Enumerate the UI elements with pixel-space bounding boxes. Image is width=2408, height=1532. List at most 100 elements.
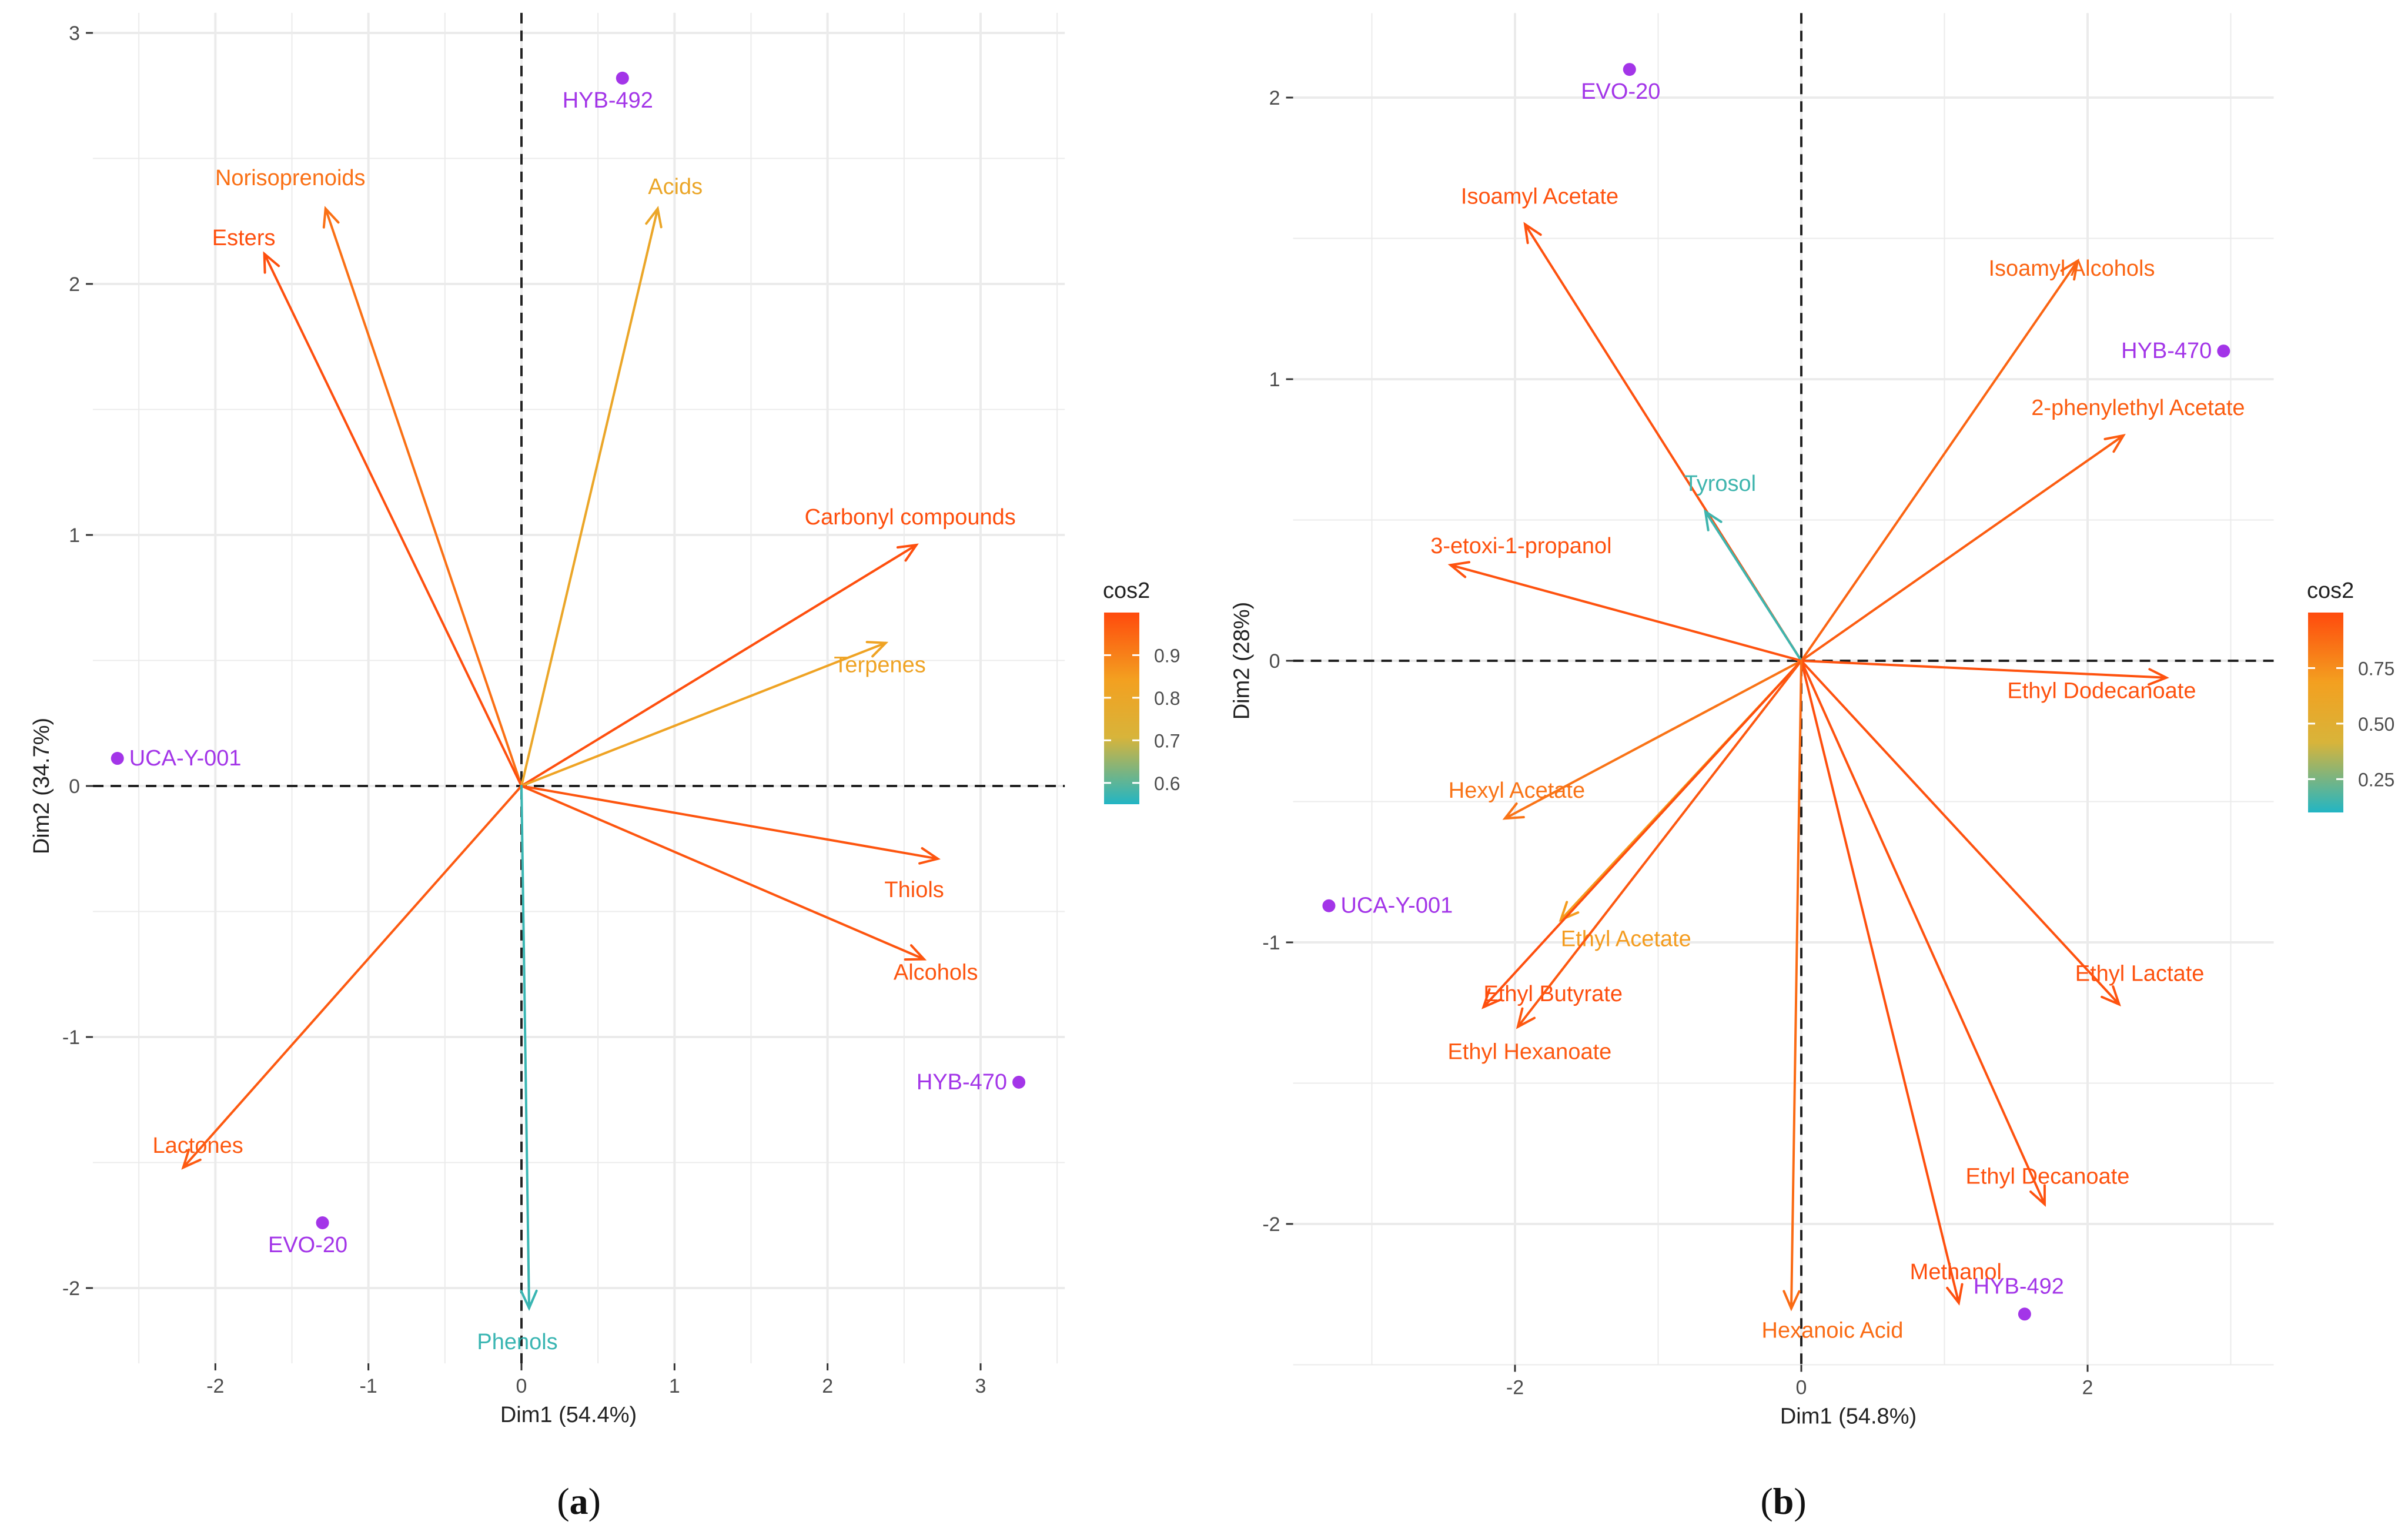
legend-tick-label: 0.9 <box>1154 645 1180 666</box>
variable-label-lactones: Lactones <box>153 1133 243 1158</box>
x-tick-label: 2 <box>822 1375 833 1397</box>
individual-point-hyb-492 <box>616 71 629 85</box>
y-tick-label: 2 <box>1269 87 1280 109</box>
x-axis-title: Dim1 (54.8%) <box>1780 1404 1917 1429</box>
x-tick-label: -1 <box>360 1375 377 1397</box>
variable-arrow-tyrosol <box>1704 509 1802 662</box>
y-tick-label: 1 <box>69 524 80 547</box>
individual-point-uca-y-001 <box>1322 899 1336 912</box>
individual-point-uca-y-001 <box>111 752 124 765</box>
variable-label-ethyl-lactate: Ethyl Lactate <box>2075 961 2205 986</box>
x-tick-label: 2 <box>2082 1377 2093 1399</box>
y-tick-label: -1 <box>1262 932 1280 954</box>
y-tick-label: 0 <box>1269 650 1280 673</box>
variable-label-phenols: Phenols <box>477 1330 557 1354</box>
panel-caption-letter: b <box>1773 1480 1794 1522</box>
variable-label-ethyl-decanoate: Ethyl Decanoate <box>1966 1164 2130 1189</box>
legend-title: cos2 <box>2307 578 2354 603</box>
variable-label-alcohols: Alcohols <box>894 961 978 985</box>
variable-arrow-lactones <box>181 785 523 1170</box>
individual-point-evo-20 <box>316 1216 329 1229</box>
individual-point-hyb-470 <box>2217 344 2230 358</box>
y-axis-title: Dim2 (28%) <box>1230 602 1255 720</box>
variable-label-ethyl-dodecanoate: Ethyl Dodecanoate <box>2007 679 2196 704</box>
individual-point-hyb-470 <box>1012 1075 1026 1089</box>
legend-tick-label: 0.50 <box>2358 714 2394 735</box>
biplot-panel-a: -2 -1 0 1 2 3 -2 -1 0 1 2 3 Norisoprenoids Esters Acid… <box>29 12 1180 1522</box>
legend-tick-label: 0.6 <box>1154 773 1180 794</box>
variable-label-thiols: Thiols <box>884 878 944 902</box>
y-tick-label: -2 <box>1262 1213 1280 1236</box>
variable-label-3-etoxi-1-propanol: 3-etoxi-1-propanol <box>1430 534 1611 558</box>
biplot-panel-b: -2 0 2 -2 -1 0 1 2 Isoamyl Acetate Isoamyl Alcoho… <box>1230 13 2394 1522</box>
legend-tick-label: 0.75 <box>2358 658 2394 679</box>
variable-arrow-ethyl-butyrate <box>1481 660 1802 1009</box>
y-tick-label: -1 <box>62 1026 80 1049</box>
legend-tick-label: 0.8 <box>1154 688 1180 709</box>
variable-arrow-thiols <box>520 785 941 865</box>
variable-arrow-acids <box>520 206 663 787</box>
x-tick-label: 0 <box>516 1375 527 1397</box>
panel-caption: (a) <box>557 1480 601 1522</box>
legend-tick-label: 0.25 <box>2358 769 2394 790</box>
x-axis-title: Dim1 (54.4%) <box>500 1403 637 1427</box>
variable-label-tyrosol: Tyrosol <box>1684 471 1756 496</box>
individual-point-hyb-492 <box>2018 1307 2031 1321</box>
variable-label-carbonyl-compounds: Carbonyl compounds <box>805 505 1016 530</box>
x-tick-label: 1 <box>669 1375 680 1397</box>
y-tick-label: 3 <box>69 22 80 45</box>
variable-arrow-3-etoxi-1-propanol <box>1447 561 1802 662</box>
variable-label-isoamyl-acetate: Isoamyl Acetate <box>1461 185 1618 209</box>
variable-arrow-alcohols <box>520 785 927 961</box>
variable-label-2-phenylethyl-acetate: 2-phenylethyl Acetate <box>2031 396 2245 420</box>
individual-label-evo-20: EVO-20 <box>1581 79 1660 104</box>
individual-label-hyb-492: HYB-492 <box>1974 1274 2064 1299</box>
variable-arrow-esters <box>263 251 523 787</box>
variable-arrow-ethyl-lactate <box>1800 660 2121 1006</box>
legend-tick-label: 0.7 <box>1154 730 1180 751</box>
panel-caption-letter: a <box>570 1480 588 1522</box>
variable-arrow-hexyl-acetate <box>1502 660 1802 820</box>
individual-point-evo-20 <box>1623 63 1636 76</box>
variable-label-norisoprenoids: Norisoprenoids <box>215 166 366 190</box>
individual-label-evo-20: EVO-20 <box>268 1233 347 1257</box>
individual-label-hyb-470: HYB-470 <box>917 1070 1007 1095</box>
variable-arrow-isoamyl-alcohols <box>1800 258 2079 662</box>
variable-label-hexyl-acetate: Hexyl Acetate <box>1449 778 1585 803</box>
x-tick-label: 0 <box>1796 1377 1807 1399</box>
y-axis-title: Dim2 (34.7%) <box>29 718 54 854</box>
y-tick-label: -2 <box>62 1277 80 1300</box>
individual-label-uca-y-001: UCA-Y-001 <box>129 746 242 771</box>
variable-label-isoamyl-alcohols: Isoamyl Alcohols <box>1988 256 2155 281</box>
variable-arrow-2-phenylethyl-acetate <box>1800 433 2126 662</box>
legend-colorbar <box>2308 613 2343 812</box>
variable-label-terpenes: Terpenes <box>834 653 925 678</box>
x-tick-label: 3 <box>975 1375 986 1397</box>
x-tick-label: -2 <box>1506 1377 1524 1399</box>
variable-arrow-hexanoic-acid <box>1782 660 1802 1312</box>
variable-arrow-methanol <box>1800 660 1964 1306</box>
individual-label-hyb-470: HYB-470 <box>2121 339 2212 363</box>
variable-arrow-ethyl-hexanoate <box>1516 660 1802 1029</box>
legend-colorbar <box>1104 613 1139 804</box>
variable-label-hexanoic-acid: Hexanoic Acid <box>1762 1319 1904 1343</box>
legend-title: cos2 <box>1103 578 1150 603</box>
variable-arrow-ethyl-dodecanoate <box>1800 660 2169 686</box>
variable-arrow-carbonyl-compounds <box>520 543 919 787</box>
variable-label-ethyl-acetate: Ethyl Acetate <box>1561 927 1691 952</box>
variable-arrow-norisoprenoids <box>322 206 523 787</box>
variable-label-esters: Esters <box>212 226 276 250</box>
variable-arrow-ethyl-decanoate <box>1800 660 2046 1207</box>
variable-label-acids: Acids <box>648 175 703 199</box>
individual-label-hyb-492: HYB-492 <box>563 88 653 113</box>
y-tick-label: 0 <box>69 775 80 798</box>
panel-caption: (b) <box>1760 1480 1806 1522</box>
variable-label-ethyl-butyrate: Ethyl Butyrate <box>1483 982 1623 1006</box>
individual-label-uca-y-001: UCA-Y-001 <box>1340 894 1453 918</box>
x-tick-label: -2 <box>206 1375 224 1397</box>
variable-arrow-phenols <box>520 785 538 1312</box>
variable-arrow-terpenes <box>520 641 889 787</box>
y-tick-label: 2 <box>69 273 80 296</box>
y-tick-label: 1 <box>1269 369 1280 391</box>
